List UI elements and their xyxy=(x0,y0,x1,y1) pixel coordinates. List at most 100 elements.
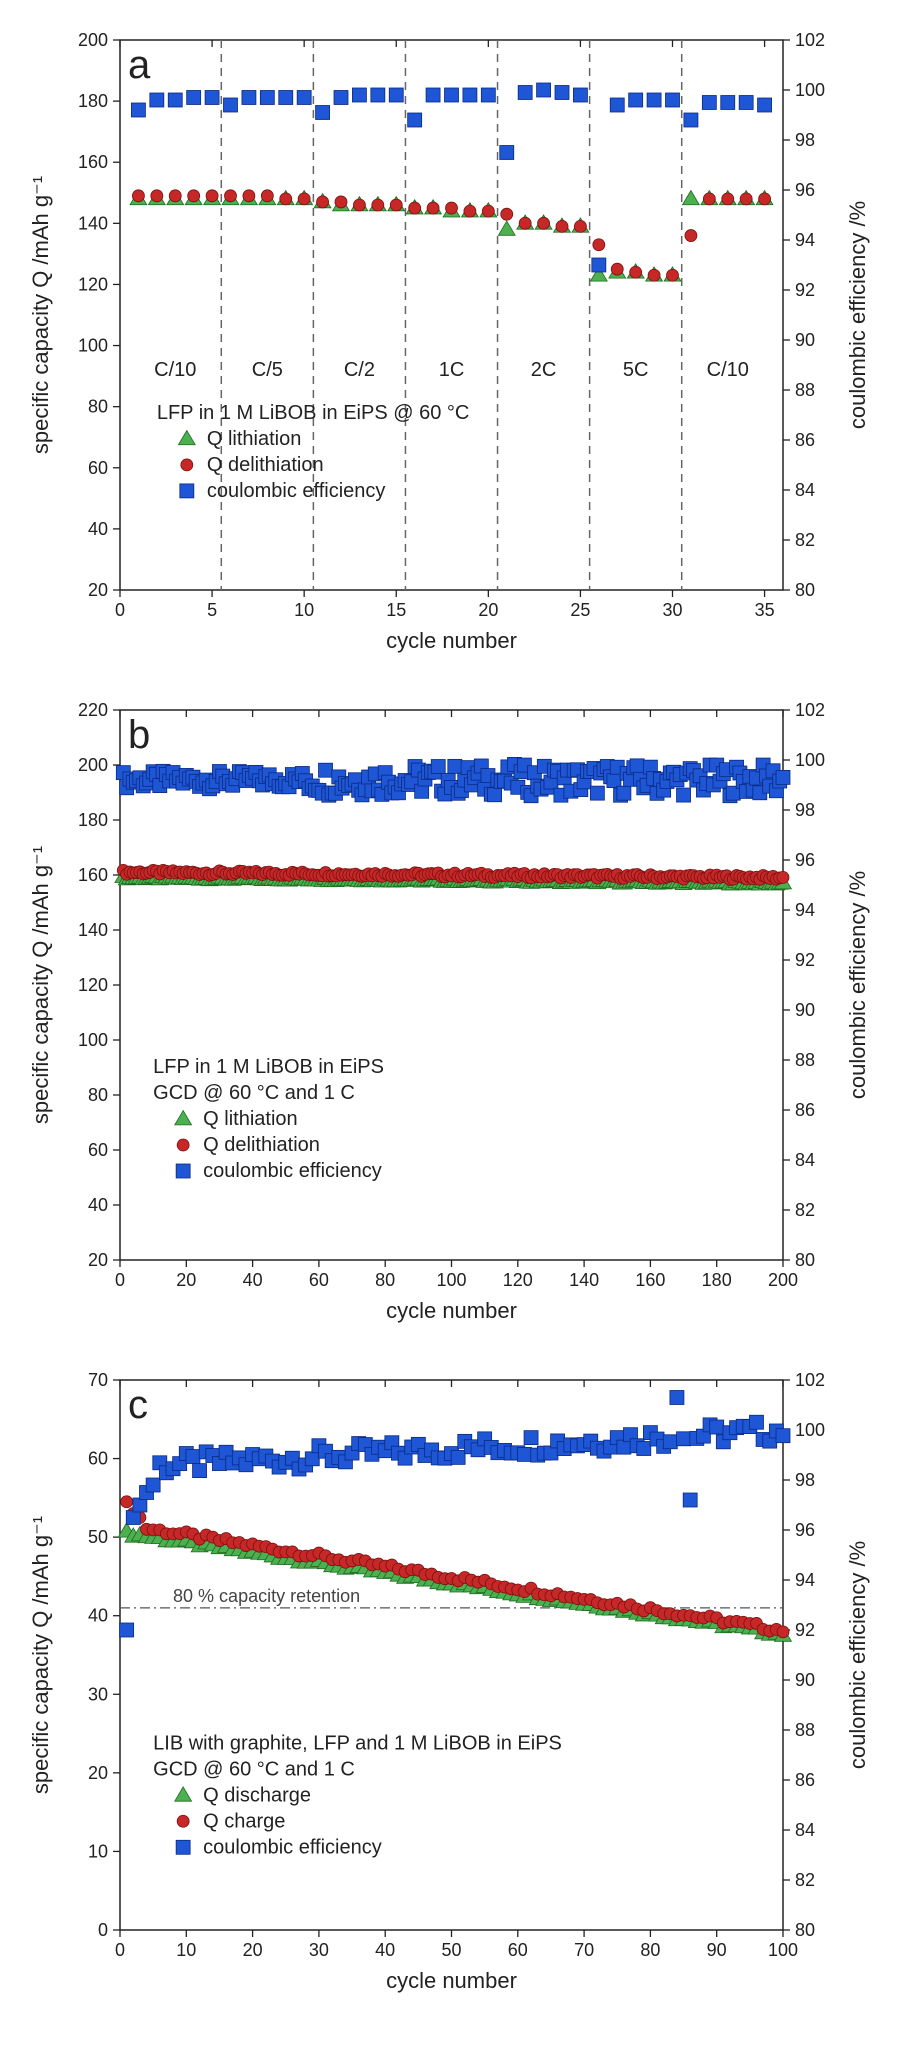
yright-tick-label: 102 xyxy=(795,30,825,50)
x-tick-label: 30 xyxy=(662,600,682,620)
yleft-tick-label: 30 xyxy=(88,1684,108,1704)
yright-tick-label: 100 xyxy=(795,1420,825,1440)
yleft-tick-label: 220 xyxy=(78,700,108,720)
x-tick-label: 60 xyxy=(508,1940,528,1960)
yleft-tick-label: 100 xyxy=(78,336,108,356)
yright-axis-label: coulombic efficiency /% xyxy=(845,1541,870,1769)
yright-tick-label: 94 xyxy=(795,900,815,920)
x-tick-label: 160 xyxy=(635,1270,665,1290)
yright-tick-label: 98 xyxy=(795,800,815,820)
x-tick-label: 50 xyxy=(441,1940,461,1960)
yleft-tick-label: 0 xyxy=(98,1920,108,1940)
legend-subtitle: GCD @ 60 °C and 1 C xyxy=(153,1082,355,1104)
legend-item-label: coulombic efficiency xyxy=(203,1160,382,1182)
x-tick-label: 0 xyxy=(115,1940,125,1960)
panel-letter: c xyxy=(128,1383,148,1427)
yright-tick-label: 86 xyxy=(795,1100,815,1120)
rate-label: 2C xyxy=(531,359,557,381)
legend-item-label: coulombic efficiency xyxy=(207,480,386,502)
yright-tick-label: 94 xyxy=(795,1570,815,1590)
x-tick-label: 15 xyxy=(386,600,406,620)
x-tick-label: 60 xyxy=(309,1270,329,1290)
rate-label: 5C xyxy=(623,359,649,381)
yright-tick-label: 90 xyxy=(795,1000,815,1020)
yright-tick-label: 98 xyxy=(795,130,815,150)
retention-label: 80 % capacity retention xyxy=(173,1586,360,1606)
yright-tick-label: 100 xyxy=(795,750,825,770)
x-tick-label: 140 xyxy=(569,1270,599,1290)
series-efficiency xyxy=(131,83,771,272)
rate-label: C/10 xyxy=(154,359,196,381)
x-tick-label: 40 xyxy=(375,1940,395,1960)
x-tick-label: 20 xyxy=(243,1940,263,1960)
yleft-tick-label: 180 xyxy=(78,810,108,830)
yright-tick-label: 86 xyxy=(795,1770,815,1790)
yleft-tick-label: 120 xyxy=(78,975,108,995)
yright-tick-label: 96 xyxy=(795,850,815,870)
yright-tick-label: 96 xyxy=(795,1520,815,1540)
legend-title: LFP in 1 M LiBOB in EiPS @ 60 °C xyxy=(157,402,470,424)
yleft-tick-label: 60 xyxy=(88,458,108,478)
yleft-tick-label: 200 xyxy=(78,755,108,775)
x-tick-label: 120 xyxy=(503,1270,533,1290)
x-tick-label: 25 xyxy=(570,600,590,620)
yright-tick-label: 100 xyxy=(795,80,825,100)
yleft-tick-label: 180 xyxy=(78,91,108,111)
x-axis-label: cycle number xyxy=(386,1298,517,1323)
x-tick-label: 70 xyxy=(574,1940,594,1960)
yleft-tick-label: 140 xyxy=(78,920,108,940)
yright-tick-label: 82 xyxy=(795,530,815,550)
chart-a: C/10C/5C/21C2C5CC/1005101520253035204060… xyxy=(20,20,883,660)
yleft-tick-label: 100 xyxy=(78,1030,108,1050)
yright-tick-label: 102 xyxy=(795,700,825,720)
yleft-tick-label: 160 xyxy=(78,865,108,885)
legend-item-label: coulombic efficiency xyxy=(203,1836,382,1858)
yright-tick-label: 88 xyxy=(795,380,815,400)
yright-tick-label: 88 xyxy=(795,1050,815,1070)
legend-subtitle: GCD @ 60 °C and 1 C xyxy=(153,1758,355,1780)
chart-c: 80 % capacity retention01020304050607080… xyxy=(20,1360,883,2000)
rate-label: 1C xyxy=(439,359,465,381)
yleft-tick-label: 20 xyxy=(88,1250,108,1270)
legend-item-label: Q charge xyxy=(203,1810,285,1832)
yleft-tick-label: 10 xyxy=(88,1841,108,1861)
yleft-tick-label: 40 xyxy=(88,1606,108,1626)
yright-tick-label: 90 xyxy=(795,1670,815,1690)
x-axis-label: cycle number xyxy=(386,628,517,653)
yleft-tick-label: 140 xyxy=(78,213,108,233)
yright-tick-label: 94 xyxy=(795,230,815,250)
x-tick-label: 80 xyxy=(640,1940,660,1960)
yright-tick-label: 90 xyxy=(795,330,815,350)
rate-label: C/10 xyxy=(707,359,749,381)
x-tick-label: 200 xyxy=(768,1270,798,1290)
x-tick-label: 35 xyxy=(755,600,775,620)
yleft-tick-label: 70 xyxy=(88,1370,108,1390)
yright-tick-label: 80 xyxy=(795,1250,815,1270)
yright-tick-label: 102 xyxy=(795,1370,825,1390)
panel-c: 80 % capacity retention01020304050607080… xyxy=(20,1360,883,2000)
legend-item-label: Q delithiation xyxy=(207,454,324,476)
yright-tick-label: 96 xyxy=(795,180,815,200)
x-tick-label: 30 xyxy=(309,1940,329,1960)
yright-tick-label: 92 xyxy=(795,950,815,970)
panel-letter: b xyxy=(128,713,150,757)
yright-tick-label: 82 xyxy=(795,1870,815,1890)
x-tick-label: 20 xyxy=(176,1270,196,1290)
yleft-tick-label: 80 xyxy=(88,397,108,417)
yright-tick-label: 84 xyxy=(795,1820,815,1840)
legend-item-label: Q lithiation xyxy=(203,1108,298,1130)
x-tick-label: 80 xyxy=(375,1270,395,1290)
legend-item-label: Q lithiation xyxy=(207,428,301,450)
x-tick-label: 100 xyxy=(436,1270,466,1290)
yleft-tick-label: 60 xyxy=(88,1140,108,1160)
yleft-tick-label: 20 xyxy=(88,580,108,600)
yright-tick-label: 82 xyxy=(795,1200,815,1220)
yleft-tick-label: 200 xyxy=(78,30,108,50)
yleft-tick-label: 60 xyxy=(88,1449,108,1469)
legend-item-label: Q delithiation xyxy=(203,1134,320,1156)
yleft-tick-label: 20 xyxy=(88,1763,108,1783)
x-tick-label: 0 xyxy=(115,600,125,620)
yleft-axis-label: specific capacity Q /mAh g⁻¹ xyxy=(28,176,53,454)
rate-label: C/2 xyxy=(344,359,375,381)
x-tick-label: 40 xyxy=(243,1270,263,1290)
